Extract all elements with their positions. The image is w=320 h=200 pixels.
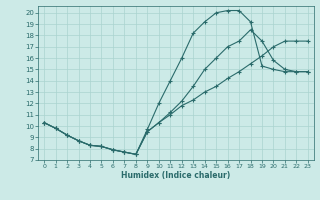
X-axis label: Humidex (Indice chaleur): Humidex (Indice chaleur) — [121, 171, 231, 180]
